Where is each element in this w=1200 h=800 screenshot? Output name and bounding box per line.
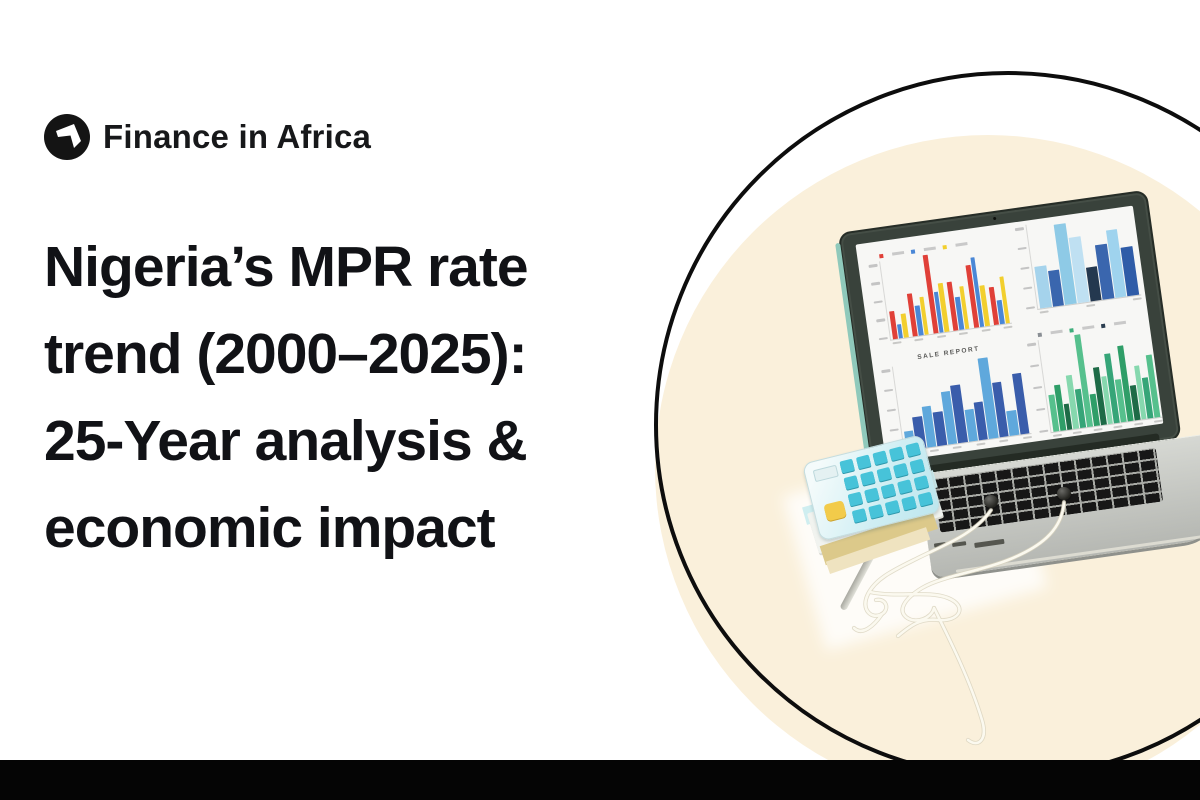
headline-line: trend (2000–2025): [44,322,528,386]
axis-tick-smudge [878,336,888,341]
legend-swatch [1037,332,1043,337]
screen-chart-blue-bars [1013,210,1143,318]
axis-tick-smudge [1003,325,1013,330]
headline-line: Nigeria’s MPR rate [44,235,529,299]
page-title: Nigeria’s MPR rate trend (2000–2025): 25… [44,224,644,572]
legend-label-smudge [955,242,968,247]
chart-bars [1037,324,1163,434]
axis-tick-smudge [868,263,878,268]
brand-logo: Finance in Africa [44,114,371,160]
legend-swatch [910,248,916,254]
axis-tick-smudge [1017,246,1027,251]
chart-bars [1025,210,1142,310]
axis-tick-smudge [958,331,969,336]
headline-line: economic impact [44,496,496,560]
axis-tick-smudge [871,281,881,286]
legend-swatch [942,244,947,249]
legend-swatch [879,253,884,258]
axis-tick-smudge [936,334,947,339]
axis-tick-smudge [876,318,886,323]
earbud-left [984,495,998,508]
legend-label-smudge [891,251,905,256]
axis-tick-smudge [1025,305,1036,310]
legend-swatch [1069,327,1074,333]
axis-tick-smudge [981,328,991,333]
axis-tick-smudge [892,340,902,345]
axis-tick-smudge [873,300,883,304]
legend-swatch [1100,323,1106,328]
screen-chart-green-bars [1023,315,1164,441]
axis-tick-smudge [1023,286,1033,290]
chart-plot [1025,324,1163,435]
axis-tick-smudge [1036,407,1046,412]
finance-in-africa-logo-icon [44,114,90,160]
laptop-screen-display: SALE REPORT [855,205,1164,463]
axis-tick-smudge [1033,385,1043,390]
axis-tick-smudge [1133,422,1143,426]
screen-chart-grouped-bars [865,234,1013,348]
axis-tick-smudge [1020,266,1030,271]
bottom-black-bar [0,760,1200,800]
legend-label-smudge [923,246,936,251]
earphone-wires [851,499,1067,746]
axis-tick-smudge [1014,227,1025,231]
chart-plot [1013,210,1142,312]
axis-tick-smudge [914,337,924,342]
axis-tick-smudge [883,388,894,393]
axis-tick-smudge [1086,303,1096,308]
axis-tick-smudge [1026,342,1037,347]
axis-tick-smudge [1113,424,1123,429]
headline-line: 25-Year analysis & [44,409,528,473]
axis-tick-smudge [886,408,897,413]
legend-label-smudge [1082,325,1095,330]
axis-tick-smudge [1039,310,1049,314]
brand-name: Finance in Africa [103,118,372,155]
axis-tick-smudge [1029,364,1040,368]
axis-tick-smudge [881,369,891,373]
legend-label-smudge [1050,329,1063,335]
legend-label-smudge [1113,321,1127,326]
webcam-dot [993,216,997,221]
earbud-right [1057,487,1071,500]
axis-tick-smudge [1153,419,1164,424]
axis-tick-smudge [1132,297,1142,301]
